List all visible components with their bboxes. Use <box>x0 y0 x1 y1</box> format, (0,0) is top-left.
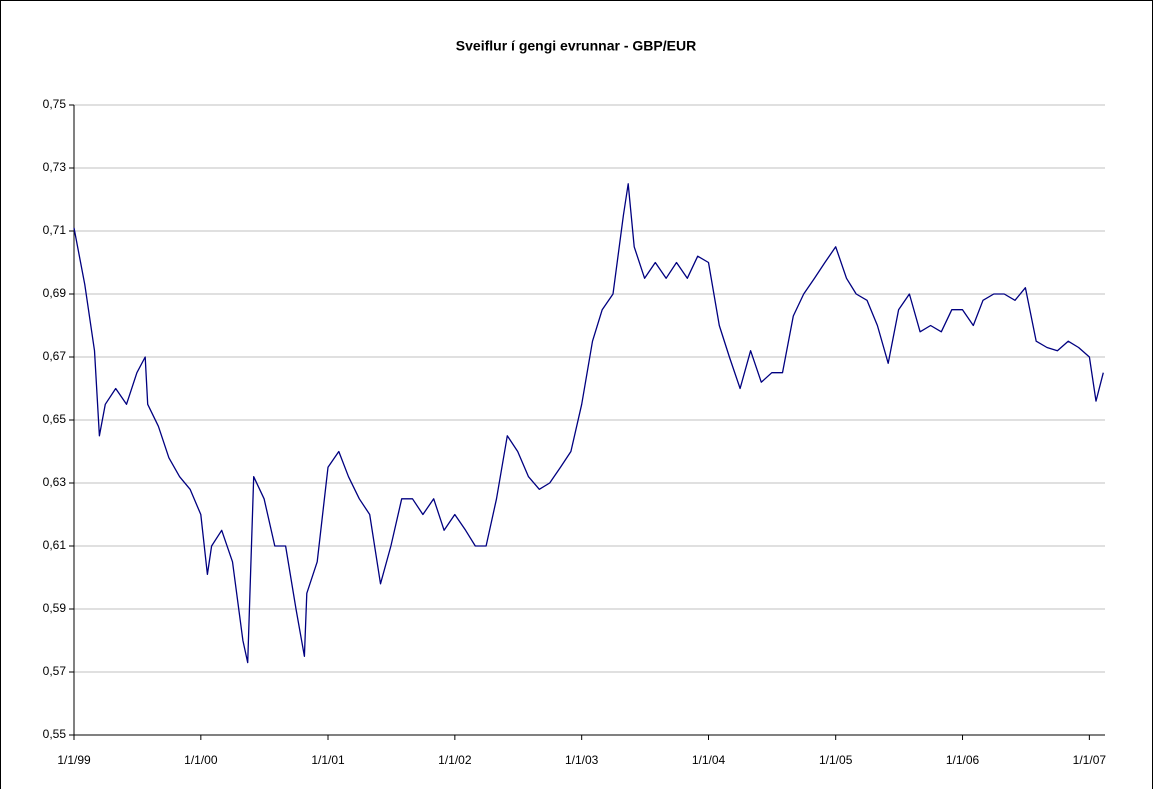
y-tick-label: 0,59 <box>43 601 67 615</box>
x-tick-label: 1/1/06 <box>946 753 980 767</box>
y-tick-label: 0,55 <box>43 727 67 741</box>
x-tick-label: 1/1/99 <box>57 753 91 767</box>
y-tick-label: 0,57 <box>43 664 67 678</box>
y-tick-label: 0,75 <box>43 97 67 111</box>
y-tick-label: 0,61 <box>43 538 67 552</box>
data-line <box>73 183 1104 664</box>
y-tick-label: 0,71 <box>43 223 67 237</box>
x-tick-label: 1/1/01 <box>311 753 345 767</box>
x-tick-label: 1/1/02 <box>438 753 472 767</box>
x-tick-label: 1/1/00 <box>184 753 218 767</box>
x-tick-label: 1/1/07 <box>1073 753 1107 767</box>
y-tick-label: 0,65 <box>43 412 67 426</box>
x-tick-label: 1/1/05 <box>819 753 853 767</box>
y-tick-label: 0,63 <box>43 475 67 489</box>
y-tick-label: 0,69 <box>43 286 67 300</box>
y-tick-label: 0,67 <box>43 349 67 363</box>
chart-title: Sveiflur í gengi evrunnar - GBP/EUR <box>456 38 696 54</box>
x-tick-label: 1/1/03 <box>565 753 599 767</box>
y-tick-label: 0,73 <box>43 160 67 174</box>
x-tick-label: 1/1/04 <box>692 753 726 767</box>
